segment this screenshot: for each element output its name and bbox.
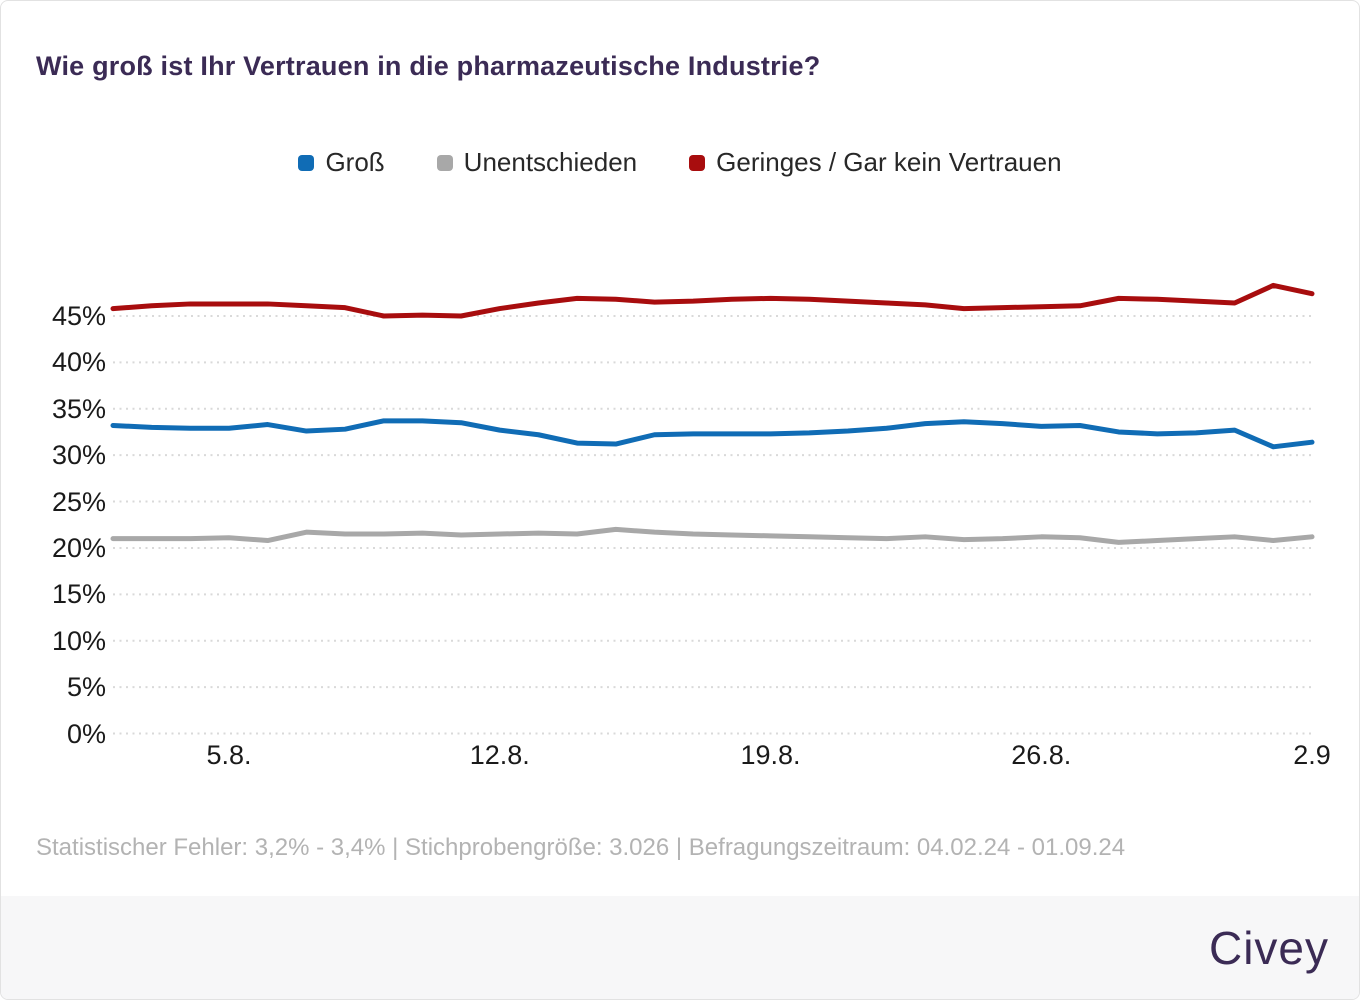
chart-legend: Groß Unentschieden Geringes / Gar kein V… [1,147,1359,178]
legend-swatch-gray-icon [436,154,453,171]
legend-item-gross: Groß [298,147,385,178]
x-tick-label: 26.8. [1011,740,1072,770]
x-tick-label: 19.8. [740,740,801,770]
legend-swatch-red-icon [689,154,706,171]
y-tick-label: 35% [51,393,106,424]
series-line-0 [110,418,1315,450]
series-line-2 [110,282,1315,319]
y-tick-label: 20% [51,532,106,563]
x-tick-label: 2.9 [1293,740,1331,770]
series-line-1 [110,526,1315,545]
x-tick-label: 12.8. [469,740,530,770]
y-tick-label: 25% [51,486,106,517]
legend-label: Geringes / Gar kein Vertrauen [716,147,1062,177]
y-tick-label: 10% [51,625,106,656]
page-title: Wie groß ist Ihr Vertrauen in die pharma… [36,51,821,81]
y-tick-label: 15% [51,579,106,610]
x-tick-label: 5.8. [206,740,252,770]
y-tick-label: 45% [51,300,106,331]
y-tick-label: 0% [66,718,106,749]
statistics-footnote: Statistischer Fehler: 3,2% - 3,4% | Stic… [36,834,1126,861]
y-tick-label: 5% [66,672,106,703]
legend-item-unentschieden: Unentschieden [436,147,638,178]
legend-label: Unentschieden [463,147,638,177]
legend-item-geringes: Geringes / Gar kein Vertrauen [689,147,1062,178]
legend-label: Groß [325,147,385,177]
footer-band: Civey [1,896,1359,999]
y-tick-label: 30% [51,440,106,471]
y-tick-label: 40% [51,347,106,378]
legend-swatch-blue-icon [298,154,315,171]
civey-logo: Civey [1208,921,1329,974]
